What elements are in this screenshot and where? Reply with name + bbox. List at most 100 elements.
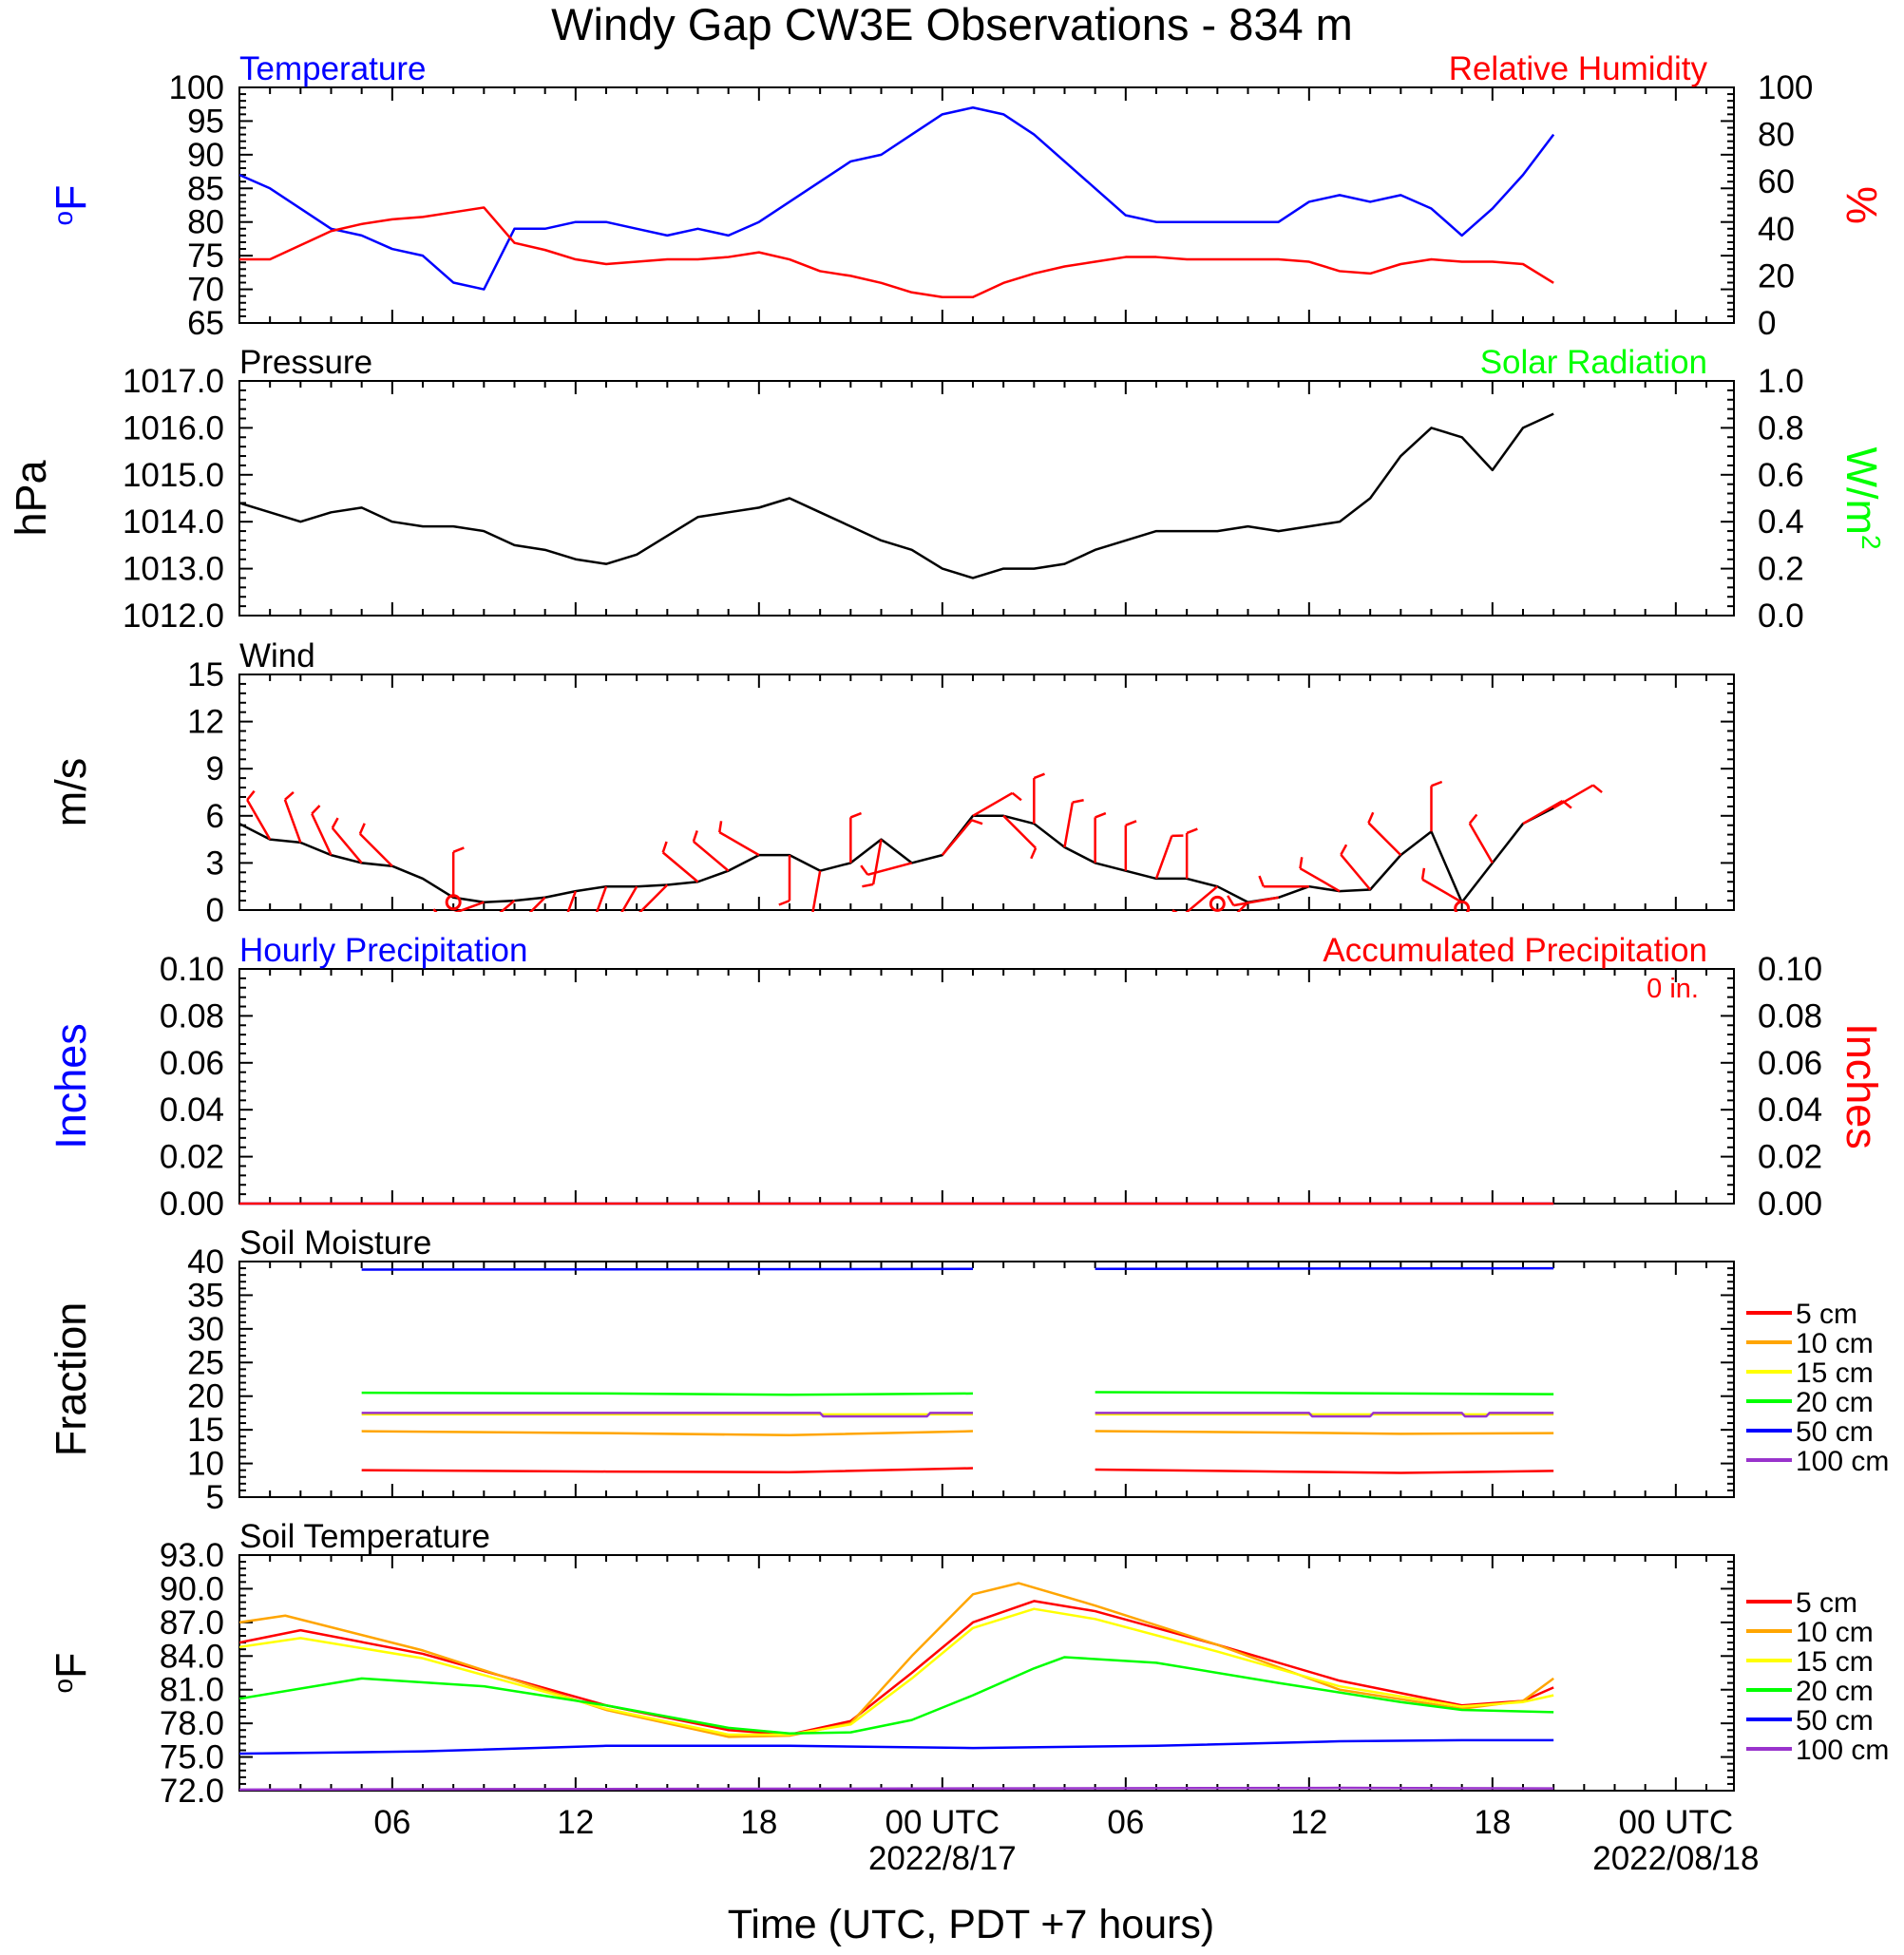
wind-barb <box>566 890 578 912</box>
panel-title-left: Temperature <box>239 50 426 87</box>
wind-barb <box>1468 823 1494 864</box>
legend-label: 15 cm <box>1796 1646 1874 1678</box>
y-tick-label: 10 <box>187 1446 224 1483</box>
series-10-cm <box>1095 1430 1554 1435</box>
panel-title-left: Hourly Precipitation <box>239 932 527 969</box>
y-right-tick-label: 0.08 <box>1758 997 1822 1034</box>
y-tick-label: 100 <box>169 69 224 106</box>
series-group <box>361 1266 1554 1474</box>
wind-barb <box>1552 784 1594 809</box>
y-tick-label: 1015.0 <box>123 457 224 494</box>
y-tick-label: 70 <box>187 272 224 309</box>
wind-barb <box>283 799 302 844</box>
y-axis-label-right: Inches <box>1837 1023 1886 1149</box>
panel-title-right: Solar Radiation <box>1480 344 1707 381</box>
y-right-tick-label: 1.0 <box>1758 363 1804 400</box>
wind-barb <box>972 791 1014 817</box>
wind-barb <box>1063 802 1075 848</box>
wind-barb-flag <box>452 846 465 853</box>
series-relative-humidity <box>239 206 1554 298</box>
wind-barb-flag <box>1420 867 1426 880</box>
wind-barb <box>1340 853 1372 891</box>
wind-barb-flag <box>1011 791 1022 802</box>
panel-5: 93.090.087.084.081.078.075.072.0 Soil Tem… <box>47 1518 1889 1810</box>
wind-barb <box>1421 878 1463 903</box>
wind-barb-flag <box>849 811 862 819</box>
series-10-cm <box>361 1430 974 1437</box>
y-tick-label: 1012.0 <box>123 598 224 635</box>
y-axis-label-left: hPa <box>7 459 55 536</box>
wind-barb-flag <box>1591 784 1603 794</box>
wind-barb-flag <box>661 841 668 853</box>
y-right-tick-label: 0.04 <box>1758 1091 1822 1129</box>
series-20-cm <box>361 1391 974 1396</box>
series-group <box>239 772 1603 912</box>
panel-title-left: Wind <box>239 637 315 674</box>
panel-title-left: Soil Temperature <box>239 1518 490 1555</box>
wind-barb-flag <box>1171 909 1178 912</box>
wind-barb <box>528 896 546 912</box>
wind-barb <box>620 885 638 912</box>
legend-label: 5 cm <box>1796 1587 1857 1619</box>
wind-barb-flag <box>1030 847 1038 860</box>
y-axis-label-left: Fraction <box>47 1302 95 1457</box>
y-axis-label-left: m/s <box>47 758 95 827</box>
panel-title-right: Relative Humidity <box>1449 50 1708 87</box>
series-pressure <box>239 412 1554 579</box>
panel-2: 15 12 9 6 3 0 Wind m/s <box>47 637 1735 929</box>
wind-barb-flag <box>358 823 366 835</box>
y-right-tick-label: 0.0 <box>1758 598 1804 635</box>
y-axis-label-left: oF <box>47 1652 95 1693</box>
legend-label: 20 cm <box>1796 1676 1874 1707</box>
legend-label: 5 cm <box>1796 1299 1857 1330</box>
y-right-tick-label: 0 <box>1758 305 1776 342</box>
calm-marker <box>445 894 462 911</box>
y-right-tick-label: 60 <box>1758 163 1795 200</box>
y-tick-label: 81.0 <box>160 1672 224 1709</box>
panel-frame <box>238 1261 1735 1498</box>
calm-marker <box>1454 900 1471 912</box>
panel-frame <box>238 86 1735 324</box>
x-tick-label: 00 UTC <box>1619 1804 1734 1841</box>
wind-barb <box>595 885 608 912</box>
panel-frame <box>238 1554 1735 1792</box>
wind-barb-flag <box>778 899 790 906</box>
y-tick-label: 35 <box>187 1277 224 1314</box>
y-tick-label: 1014.0 <box>123 503 224 541</box>
wind-barb <box>1367 822 1402 857</box>
wind-barb <box>246 799 272 841</box>
wind-barb <box>499 900 516 912</box>
y-right-tick-label: 0.02 <box>1758 1139 1822 1176</box>
wind-barb-flag <box>1033 772 1045 780</box>
legend-label: 100 cm <box>1796 1446 1889 1477</box>
y-tick-label: 40 <box>187 1243 224 1281</box>
y-right-tick-label: 0.00 <box>1758 1186 1822 1223</box>
y-tick-label: 90.0 <box>160 1570 224 1607</box>
y-tick-label: 0.00 <box>160 1186 224 1223</box>
wind-barb-flag <box>1072 799 1084 804</box>
y-right-tick-label: 80 <box>1758 117 1795 154</box>
y-right-tick-label: 0.4 <box>1758 503 1804 541</box>
panel-0: 10095908580757065100806040200Temperature… <box>47 50 1886 342</box>
panel-3: 0.10 0.08 0.06 0.04 0.02 0.00 0.10 0.08 0.06 0.04… <box>47 932 1886 1223</box>
wind-barb <box>718 831 760 857</box>
y-tick-label: 0 <box>206 892 224 929</box>
wind-barb-flag <box>862 883 874 888</box>
y-tick-label: 20 <box>187 1378 224 1415</box>
wind-barb <box>1299 867 1341 893</box>
y-tick-label: 65 <box>187 305 224 342</box>
wind-barb-flag <box>692 830 698 843</box>
wind-barb <box>1522 799 1564 826</box>
series-50-cm <box>239 1738 1554 1756</box>
y-right-tick-label: 0.10 <box>1758 951 1822 988</box>
panel-frame <box>238 674 1735 911</box>
series-group <box>239 412 1554 579</box>
y-tick-label: 0.04 <box>160 1091 224 1129</box>
x-tick-date-label: 2022/8/17 <box>868 1840 1017 1877</box>
y-tick-label: 6 <box>206 798 224 835</box>
y-tick-label: 1016.0 <box>123 409 224 446</box>
y-tick-label: 78.0 <box>160 1705 224 1742</box>
wind-barb <box>1154 835 1173 880</box>
wind-barb-flag <box>1227 895 1235 906</box>
